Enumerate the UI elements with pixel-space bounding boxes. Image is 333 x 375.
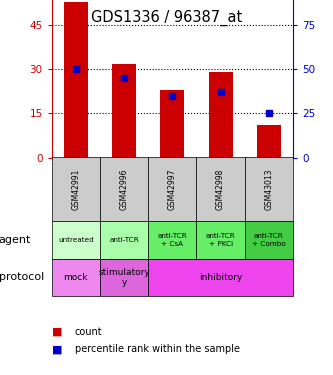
Text: anti-TCR: anti-TCR — [109, 237, 139, 243]
Bar — [245, 221, 293, 259]
Bar — [100, 158, 148, 221]
Text: GSM42998: GSM42998 — [216, 169, 225, 210]
Bar — [245, 158, 293, 221]
Text: GSM42996: GSM42996 — [120, 169, 129, 210]
Text: GSM42997: GSM42997 — [168, 169, 177, 210]
Bar — [112, 63, 136, 158]
Text: anti-TCR
+ CsA: anti-TCR + CsA — [158, 234, 187, 246]
Text: percentile rank within the sample: percentile rank within the sample — [75, 345, 240, 354]
Bar — [100, 221, 148, 259]
Text: ■: ■ — [52, 345, 62, 354]
Bar — [196, 221, 245, 259]
Text: anti-TCR
+ PKCi: anti-TCR + PKCi — [206, 234, 235, 246]
Bar — [100, 259, 148, 296]
Bar — [196, 158, 245, 221]
Text: count: count — [75, 327, 103, 337]
Text: protocol: protocol — [0, 273, 44, 282]
Bar — [148, 158, 196, 221]
Bar — [64, 2, 88, 158]
Bar — [52, 158, 100, 221]
Bar — [52, 221, 100, 259]
Text: mock: mock — [64, 273, 88, 282]
Text: GSM43013: GSM43013 — [264, 169, 273, 210]
Bar — [160, 90, 184, 158]
Bar — [148, 221, 196, 259]
Bar — [257, 125, 281, 158]
Text: GDS1336 / 96387_at: GDS1336 / 96387_at — [91, 9, 242, 26]
Text: ■: ■ — [52, 327, 62, 337]
Text: anti-TCR
+ Combo: anti-TCR + Combo — [252, 234, 286, 246]
Bar — [52, 259, 100, 296]
Text: inhibitory: inhibitory — [199, 273, 242, 282]
Text: agent: agent — [0, 235, 31, 245]
Bar — [148, 259, 293, 296]
Bar — [208, 72, 233, 158]
Text: stimulatory
y: stimulatory y — [98, 268, 150, 287]
Text: GSM42991: GSM42991 — [71, 169, 80, 210]
Text: untreated: untreated — [58, 237, 94, 243]
